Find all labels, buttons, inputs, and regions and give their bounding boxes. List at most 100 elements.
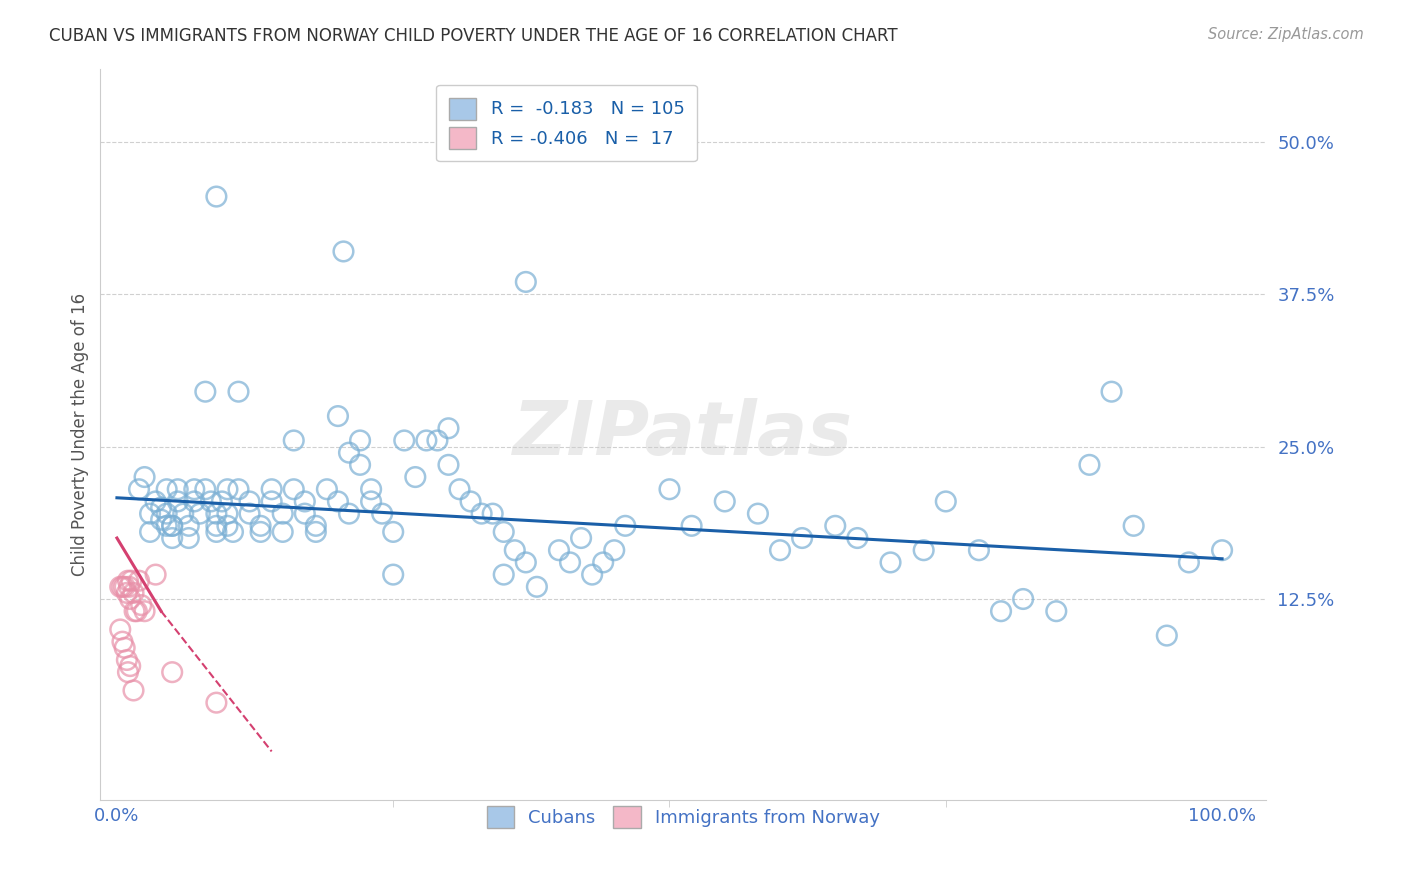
Point xyxy=(360,482,382,496)
Point xyxy=(316,482,339,496)
Point xyxy=(128,574,150,588)
Point xyxy=(769,543,792,558)
Text: Source: ZipAtlas.com: Source: ZipAtlas.com xyxy=(1208,27,1364,42)
Point xyxy=(1078,458,1101,472)
Point xyxy=(271,524,294,539)
Point xyxy=(260,482,283,496)
Point xyxy=(460,494,482,508)
Point xyxy=(166,494,188,508)
Point xyxy=(145,494,167,508)
Point xyxy=(129,598,152,612)
Legend: Cubans, Immigrants from Norway: Cubans, Immigrants from Norway xyxy=(479,798,887,835)
Point xyxy=(449,482,471,496)
Point xyxy=(824,518,846,533)
Point xyxy=(115,653,138,667)
Point xyxy=(592,556,614,570)
Point xyxy=(569,531,592,545)
Point xyxy=(200,494,222,508)
Point xyxy=(481,507,503,521)
Point xyxy=(305,518,328,533)
Point xyxy=(249,518,271,533)
Point xyxy=(713,494,735,508)
Point xyxy=(437,458,460,472)
Point xyxy=(217,507,239,521)
Point xyxy=(658,482,681,496)
Point xyxy=(332,244,354,259)
Point xyxy=(471,507,494,521)
Point xyxy=(183,494,205,508)
Point xyxy=(305,524,328,539)
Point xyxy=(228,384,250,399)
Point xyxy=(228,482,250,496)
Point xyxy=(337,507,360,521)
Point xyxy=(115,586,138,600)
Point xyxy=(120,659,142,673)
Point xyxy=(790,531,813,545)
Point xyxy=(156,482,179,496)
Point xyxy=(139,507,162,521)
Point xyxy=(122,586,145,600)
Point xyxy=(382,524,405,539)
Point xyxy=(238,494,260,508)
Point xyxy=(1156,629,1178,643)
Point xyxy=(238,507,260,521)
Point xyxy=(426,434,449,448)
Point xyxy=(177,531,200,545)
Point xyxy=(150,500,173,515)
Point xyxy=(614,518,637,533)
Point xyxy=(205,507,228,521)
Point xyxy=(128,482,150,496)
Point xyxy=(294,494,316,508)
Text: ZIPatlas: ZIPatlas xyxy=(513,398,853,471)
Point xyxy=(120,592,142,607)
Point xyxy=(150,513,173,527)
Point xyxy=(360,494,382,508)
Point xyxy=(603,543,626,558)
Point xyxy=(526,580,548,594)
Point xyxy=(492,567,515,582)
Point xyxy=(110,623,132,637)
Point xyxy=(160,518,183,533)
Point xyxy=(283,482,305,496)
Point xyxy=(166,482,188,496)
Point xyxy=(111,580,134,594)
Point xyxy=(260,494,283,508)
Point xyxy=(558,556,581,570)
Point xyxy=(337,445,360,459)
Point xyxy=(172,507,194,521)
Point xyxy=(194,384,217,399)
Point xyxy=(515,275,537,289)
Point xyxy=(503,543,526,558)
Point xyxy=(122,683,145,698)
Point xyxy=(139,524,162,539)
Point xyxy=(134,470,156,484)
Point xyxy=(326,409,349,423)
Point xyxy=(1101,384,1123,399)
Point xyxy=(967,543,990,558)
Point xyxy=(349,434,371,448)
Point xyxy=(1211,543,1233,558)
Point xyxy=(1045,604,1067,618)
Point xyxy=(1012,592,1035,607)
Point xyxy=(283,434,305,448)
Point xyxy=(912,543,935,558)
Point xyxy=(205,524,228,539)
Point xyxy=(194,482,217,496)
Point xyxy=(160,665,183,680)
Point xyxy=(349,458,371,472)
Point xyxy=(217,518,239,533)
Point xyxy=(188,507,211,521)
Y-axis label: Child Poverty Under the Age of 16: Child Poverty Under the Age of 16 xyxy=(72,293,89,576)
Text: CUBAN VS IMMIGRANTS FROM NORWAY CHILD POVERTY UNDER THE AGE OF 16 CORRELATION CH: CUBAN VS IMMIGRANTS FROM NORWAY CHILD PO… xyxy=(49,27,898,45)
Point xyxy=(879,556,901,570)
Point xyxy=(124,604,146,618)
Point xyxy=(134,604,156,618)
Point xyxy=(394,434,416,448)
Point xyxy=(205,696,228,710)
Point xyxy=(114,580,136,594)
Point xyxy=(990,604,1012,618)
Point xyxy=(160,531,183,545)
Point xyxy=(935,494,957,508)
Point xyxy=(326,494,349,508)
Point xyxy=(120,574,142,588)
